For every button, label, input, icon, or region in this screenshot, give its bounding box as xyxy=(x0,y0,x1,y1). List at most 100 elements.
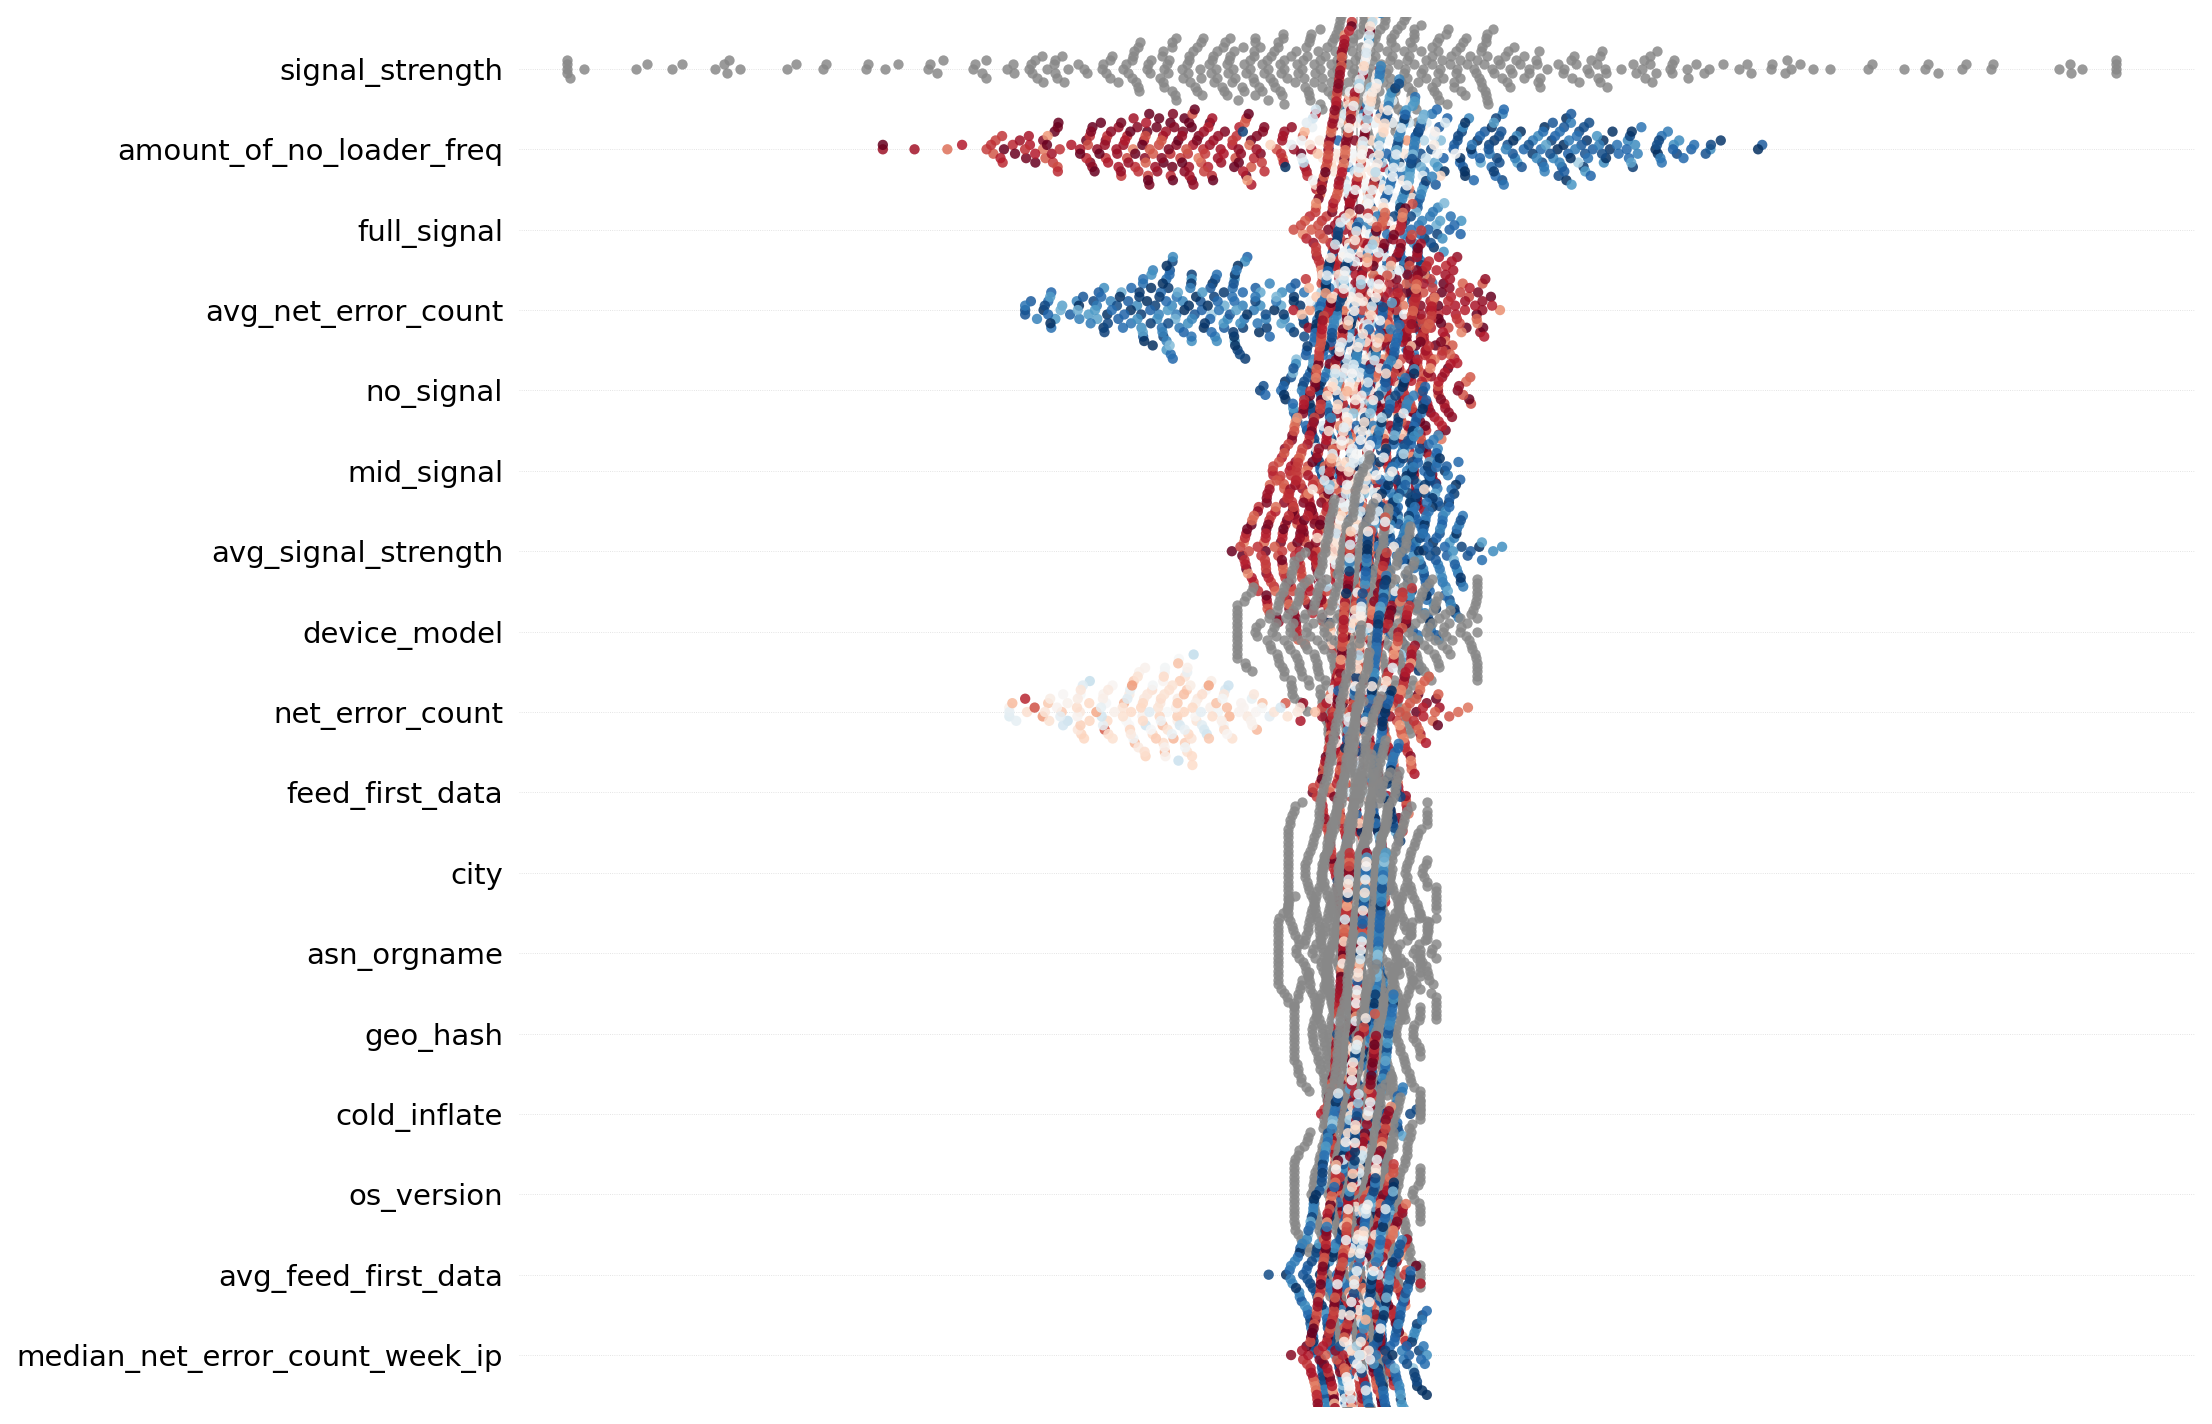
Point xyxy=(1387,142,1422,165)
Point xyxy=(1405,655,1440,678)
Point xyxy=(1323,638,1358,661)
Point xyxy=(1358,1249,1394,1272)
Point xyxy=(1334,320,1369,343)
Point xyxy=(1385,1156,1420,1179)
Point xyxy=(1382,360,1418,383)
Point xyxy=(1338,1022,1374,1045)
Point xyxy=(1329,1319,1365,1341)
Point xyxy=(1327,941,1363,964)
Point xyxy=(1367,655,1402,678)
Point xyxy=(1276,1148,1312,1171)
Point xyxy=(1347,564,1382,587)
Point xyxy=(1148,656,1183,679)
Point xyxy=(1345,1396,1380,1418)
Point xyxy=(1303,281,1338,303)
Point xyxy=(1336,1183,1371,1206)
Point xyxy=(1356,67,1391,90)
Point xyxy=(1380,487,1416,510)
Point xyxy=(1301,1179,1336,1202)
Point xyxy=(1340,844,1376,867)
Point xyxy=(1334,995,1369,1018)
Point xyxy=(1327,298,1363,320)
Point xyxy=(1318,1397,1354,1420)
Point xyxy=(1194,107,1230,130)
Point xyxy=(1296,53,1332,75)
Point xyxy=(987,138,1022,161)
Point xyxy=(1279,353,1314,376)
Point xyxy=(1296,1031,1332,1054)
Point xyxy=(1340,923,1376,946)
Point xyxy=(1318,308,1354,330)
Point xyxy=(1367,846,1402,869)
Point xyxy=(1267,567,1303,590)
Point xyxy=(1402,901,1438,924)
Point xyxy=(1042,705,1077,728)
Point xyxy=(1325,938,1360,961)
Point xyxy=(1418,985,1453,1008)
Point xyxy=(1420,684,1455,706)
Point xyxy=(1327,1307,1363,1330)
Point xyxy=(1376,23,1411,46)
Point xyxy=(1464,75,1500,98)
Point xyxy=(1376,88,1411,111)
Point xyxy=(1332,326,1367,349)
Point xyxy=(1329,413,1365,436)
Point xyxy=(1396,1357,1431,1380)
Point xyxy=(1376,424,1411,447)
Point xyxy=(1210,63,1245,85)
Point xyxy=(1398,410,1433,433)
Point xyxy=(1343,1215,1378,1237)
Point xyxy=(1376,281,1411,303)
Point xyxy=(1400,822,1436,844)
Point xyxy=(1345,1198,1380,1220)
Point xyxy=(1460,655,1495,678)
Point xyxy=(1310,384,1345,407)
Point xyxy=(1371,1022,1407,1045)
Point xyxy=(1442,48,1478,71)
Point xyxy=(1363,963,1398,985)
Point xyxy=(1321,1010,1356,1032)
Point xyxy=(1332,1128,1367,1151)
Point xyxy=(1305,1366,1340,1388)
Point xyxy=(1332,1004,1367,1027)
Point xyxy=(1469,27,1504,50)
Point xyxy=(1307,1098,1343,1121)
Point xyxy=(1396,232,1431,255)
Point xyxy=(1686,63,1721,85)
Point xyxy=(1358,1020,1394,1042)
Point xyxy=(1358,931,1394,954)
Point xyxy=(1312,302,1347,325)
Point xyxy=(995,53,1031,75)
Point xyxy=(1157,308,1192,330)
Point xyxy=(1376,745,1411,768)
Point xyxy=(1325,879,1360,901)
Point xyxy=(1312,353,1347,376)
Point xyxy=(1400,494,1436,517)
Point xyxy=(1347,1022,1382,1045)
Point xyxy=(1398,611,1433,634)
Point xyxy=(1796,57,1832,80)
Point xyxy=(1398,130,1433,152)
Point xyxy=(1360,1378,1396,1401)
Point xyxy=(1491,57,1526,80)
Point xyxy=(1206,36,1241,58)
Point xyxy=(1338,1259,1374,1282)
Point xyxy=(1259,598,1294,621)
Point xyxy=(1371,604,1407,627)
Point xyxy=(1343,839,1378,862)
Point xyxy=(1310,832,1345,854)
Point xyxy=(1305,228,1340,251)
Point xyxy=(1356,1005,1391,1028)
Point xyxy=(1183,701,1219,723)
Point xyxy=(1400,406,1436,429)
Point xyxy=(1183,67,1219,90)
Point xyxy=(1367,201,1402,224)
Point xyxy=(1102,155,1137,178)
Point xyxy=(1310,839,1345,862)
Point xyxy=(1369,772,1405,795)
Point xyxy=(1349,1388,1385,1411)
Point xyxy=(1365,1119,1400,1142)
Point xyxy=(1334,1102,1369,1125)
Point xyxy=(1354,85,1389,108)
Point xyxy=(1325,429,1360,451)
